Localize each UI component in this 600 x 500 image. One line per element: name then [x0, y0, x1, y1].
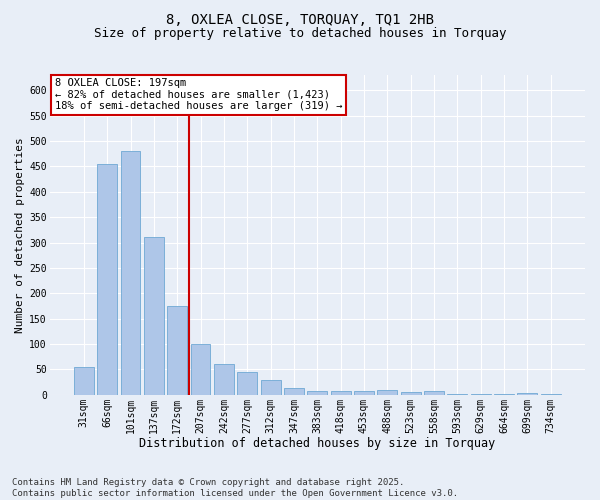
Bar	[494, 394, 514, 395]
Text: 8, OXLEA CLOSE, TORQUAY, TQ1 2HB: 8, OXLEA CLOSE, TORQUAY, TQ1 2HB	[166, 12, 434, 26]
Bar	[74, 367, 94, 395]
Bar	[424, 390, 444, 395]
Bar	[307, 390, 327, 395]
Bar	[214, 364, 234, 395]
Bar	[260, 380, 281, 395]
Bar	[471, 394, 491, 395]
Bar	[121, 151, 140, 395]
Bar	[448, 394, 467, 395]
Bar	[97, 164, 117, 395]
Bar	[167, 306, 187, 395]
Bar	[144, 238, 164, 395]
Bar	[331, 392, 350, 395]
Y-axis label: Number of detached properties: Number of detached properties	[15, 137, 25, 333]
Text: Size of property relative to detached houses in Torquay: Size of property relative to detached ho…	[94, 28, 506, 40]
Bar	[354, 390, 374, 395]
Bar	[191, 344, 211, 395]
Bar	[517, 394, 538, 395]
X-axis label: Distribution of detached houses by size in Torquay: Distribution of detached houses by size …	[139, 437, 496, 450]
Text: Contains HM Land Registry data © Crown copyright and database right 2025.
Contai: Contains HM Land Registry data © Crown c…	[12, 478, 458, 498]
Bar	[541, 394, 560, 395]
Bar	[284, 388, 304, 395]
Bar	[401, 392, 421, 395]
Text: 8 OXLEA CLOSE: 197sqm
← 82% of detached houses are smaller (1,423)
18% of semi-d: 8 OXLEA CLOSE: 197sqm ← 82% of detached …	[55, 78, 343, 112]
Bar	[377, 390, 397, 395]
Bar	[238, 372, 257, 395]
